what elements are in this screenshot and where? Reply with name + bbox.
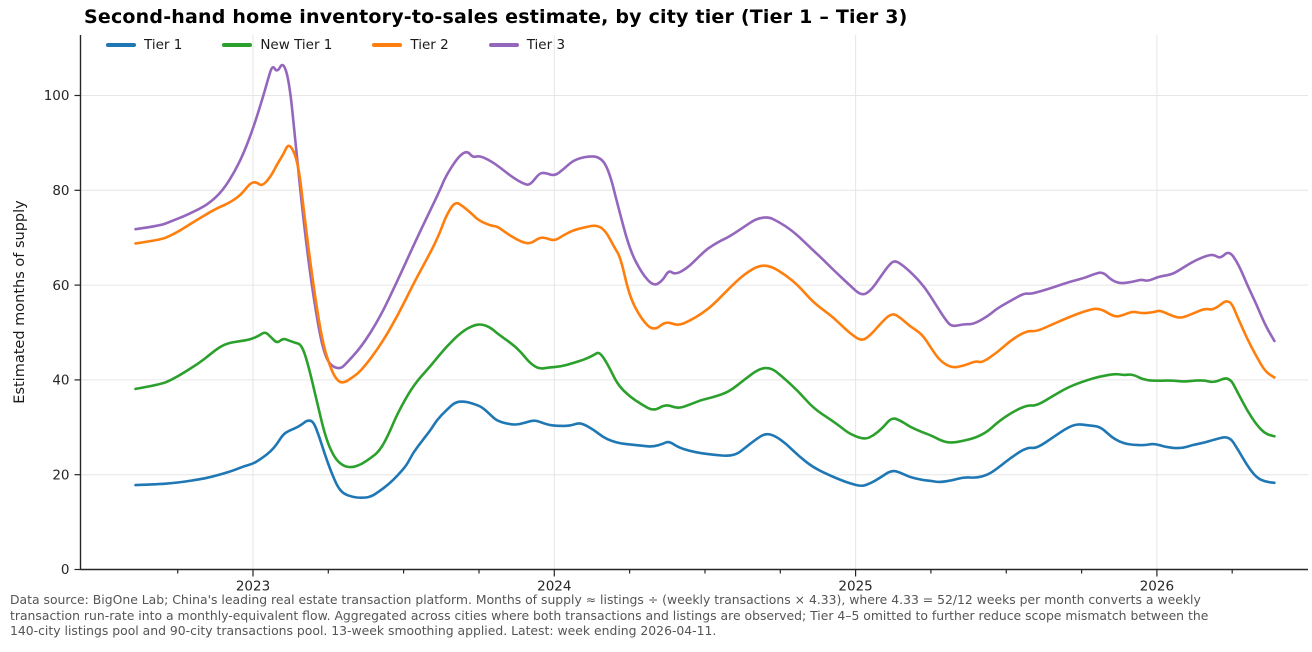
y-tick-label: 20 [52, 467, 69, 483]
series-line-tier-3 [134, 63, 1276, 370]
legend-item-tier-2: Tier 2 [372, 37, 449, 53]
tick-labels: 0 20 40 60 80 100 2023 2024 2025 2026 [44, 88, 1174, 594]
legend-label: Tier 1 [144, 37, 183, 53]
x-tick-label: 2025 [838, 579, 872, 595]
legend-item-tier-1: Tier 1 [106, 37, 182, 53]
series-line-tier-2 [134, 144, 1276, 384]
x-tick-label: 2024 [537, 579, 571, 595]
y-tick-label: 40 [52, 373, 69, 389]
y-axis-label: Estimated months of supply [12, 200, 28, 404]
y-tick-label: 0 [61, 562, 70, 578]
y-tick-label: 100 [44, 88, 70, 104]
footnote-line-3: 140-city listings pool and 90-city trans… [10, 623, 717, 639]
legend: Tier 1 New Tier 1 Tier 2 Tier 3 [106, 37, 565, 53]
footnote-line-1: Data source: BigOne Lab; China's leading… [10, 592, 1201, 607]
footnote-line-2: transaction run-rate into a monthly-equi… [10, 607, 1209, 623]
legend-item-new-tier-1: New Tier 1 [222, 37, 332, 53]
legend-label: New Tier 1 [260, 37, 333, 53]
legend-swatch-icon [222, 43, 253, 47]
legend-label: Tier 2 [410, 37, 449, 53]
legend-swatch-icon [372, 43, 403, 47]
x-tick-label: 2023 [236, 579, 270, 595]
x-tick-label: 2026 [1140, 579, 1174, 595]
series-line-new-tier-1 [134, 323, 1276, 469]
y-tick-label: 80 [52, 183, 69, 199]
axis-ticks [74, 94, 1233, 577]
gridlines [80, 35, 1308, 570]
footnote: Data source: BigOne Lab; China's leading… [10, 592, 1208, 639]
series-line-tier-1 [134, 400, 1276, 499]
legend-swatch-icon [106, 43, 136, 47]
y-tick-label: 60 [52, 278, 69, 294]
axes [79, 35, 1308, 571]
chart-title: Second-hand home inventory-to-sales esti… [84, 6, 908, 28]
legend-label: Tier 3 [526, 37, 566, 53]
legend-item-tier-3: Tier 3 [488, 37, 566, 53]
legend-swatch-icon [488, 43, 519, 47]
